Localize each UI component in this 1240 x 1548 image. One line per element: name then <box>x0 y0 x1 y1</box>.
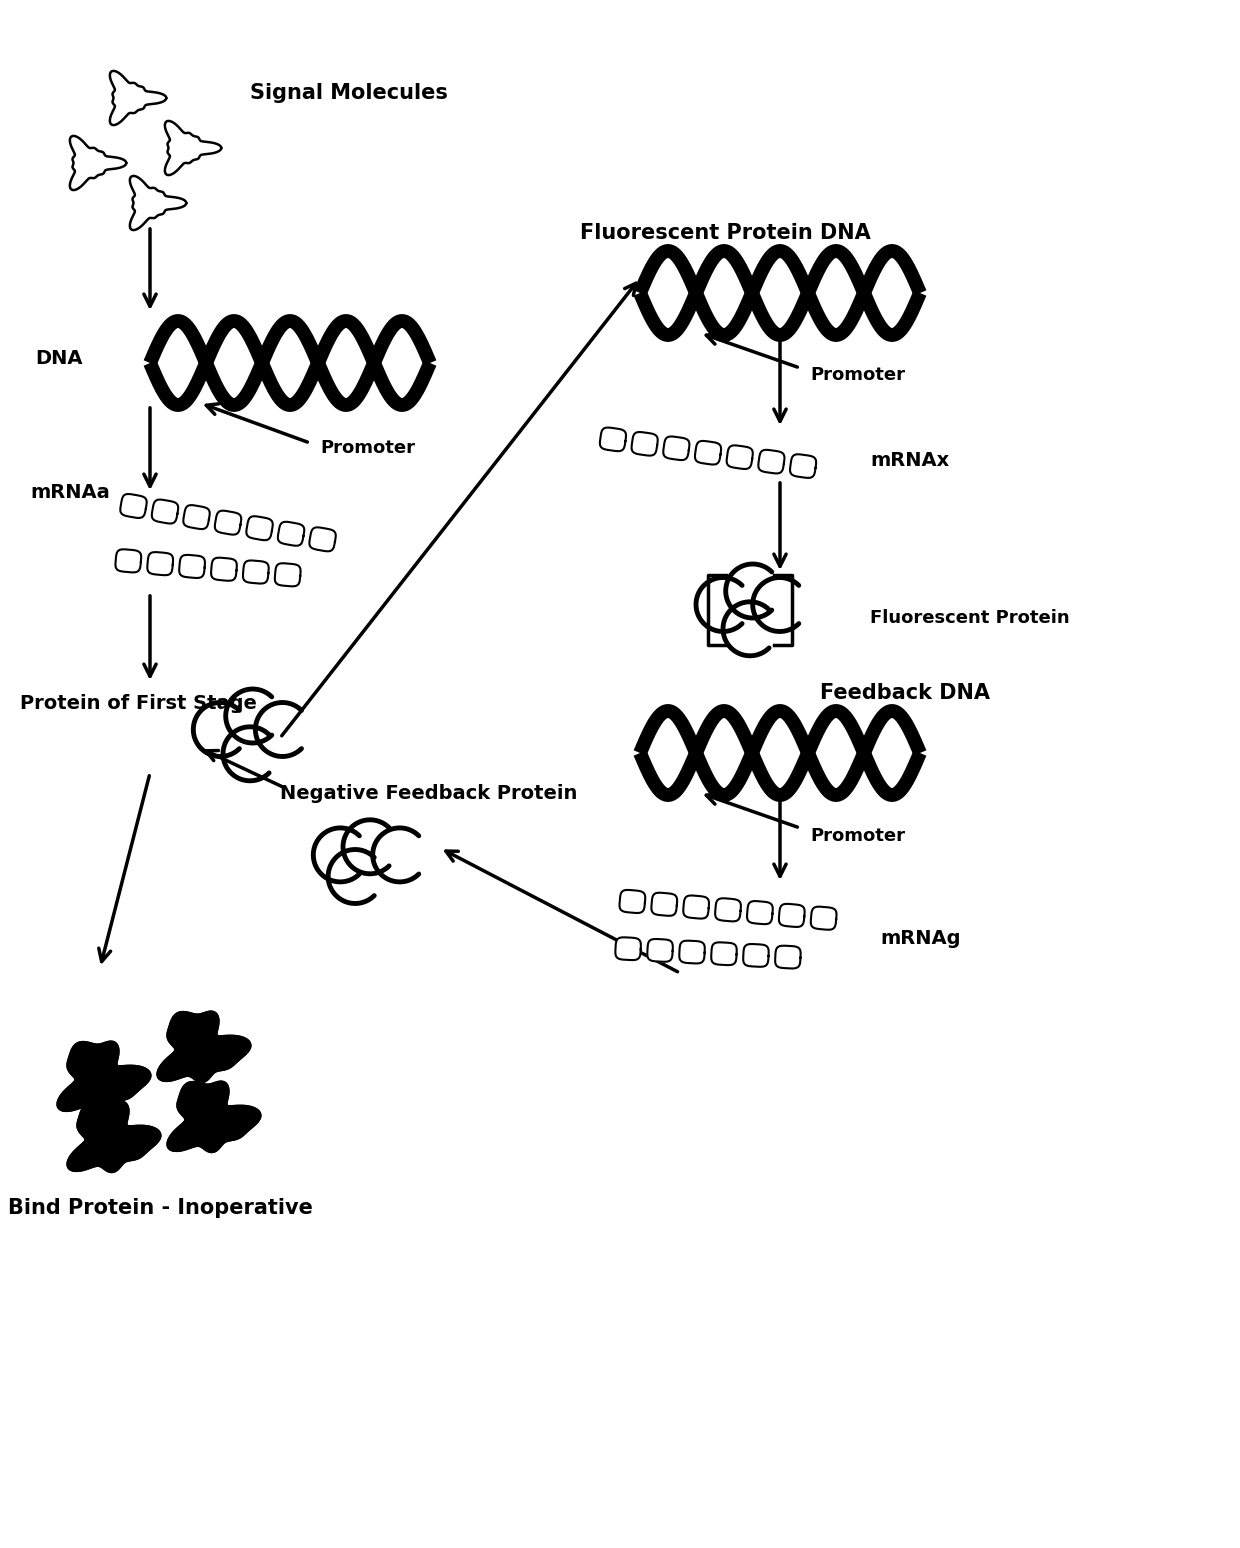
Polygon shape <box>683 895 709 918</box>
Polygon shape <box>215 511 242 534</box>
Polygon shape <box>247 515 273 540</box>
Polygon shape <box>211 557 237 580</box>
Polygon shape <box>712 943 737 964</box>
Text: mRNAa: mRNAa <box>30 483 110 503</box>
Polygon shape <box>631 432 657 455</box>
Polygon shape <box>715 898 740 921</box>
Text: Protein of First Stage: Protein of First Stage <box>20 694 257 712</box>
Polygon shape <box>680 941 704 963</box>
Text: DNA: DNA <box>35 348 83 367</box>
Polygon shape <box>310 528 336 551</box>
Polygon shape <box>620 890 645 913</box>
Polygon shape <box>184 505 210 529</box>
Polygon shape <box>694 441 722 464</box>
Polygon shape <box>651 893 677 916</box>
Polygon shape <box>243 560 269 584</box>
Text: mRNAg: mRNAg <box>880 929 961 947</box>
Polygon shape <box>647 940 673 961</box>
Text: Signal Molecules: Signal Molecules <box>250 84 448 104</box>
Polygon shape <box>67 1101 161 1172</box>
Text: mRNAx: mRNAx <box>870 450 950 469</box>
Polygon shape <box>615 938 641 960</box>
Text: Fluorescent Protein DNA: Fluorescent Protein DNA <box>580 223 870 243</box>
Polygon shape <box>115 550 141 573</box>
Polygon shape <box>775 946 801 969</box>
Polygon shape <box>120 494 146 519</box>
Polygon shape <box>663 437 689 460</box>
Text: Negative Feedback Protein: Negative Feedback Protein <box>280 783 578 802</box>
Text: Promoter: Promoter <box>810 365 905 384</box>
Polygon shape <box>779 904 805 927</box>
Polygon shape <box>275 563 300 587</box>
Polygon shape <box>743 944 769 968</box>
Text: Feedback DNA: Feedback DNA <box>820 683 990 703</box>
Polygon shape <box>790 454 816 478</box>
Text: Fluorescent Protein: Fluorescent Protein <box>870 608 1070 627</box>
Polygon shape <box>727 446 753 469</box>
Polygon shape <box>157 1011 250 1082</box>
Polygon shape <box>600 427 626 450</box>
Polygon shape <box>167 1081 260 1153</box>
Polygon shape <box>746 901 773 924</box>
Polygon shape <box>759 450 785 474</box>
Polygon shape <box>57 1042 151 1113</box>
Text: Promoter: Promoter <box>320 440 415 457</box>
Text: Bind Protein - Inoperative: Bind Protein - Inoperative <box>7 1198 312 1218</box>
Polygon shape <box>148 553 174 576</box>
Text: Promoter: Promoter <box>810 827 905 845</box>
Polygon shape <box>151 500 179 523</box>
Polygon shape <box>180 554 205 577</box>
Polygon shape <box>811 907 837 930</box>
Polygon shape <box>278 522 304 546</box>
